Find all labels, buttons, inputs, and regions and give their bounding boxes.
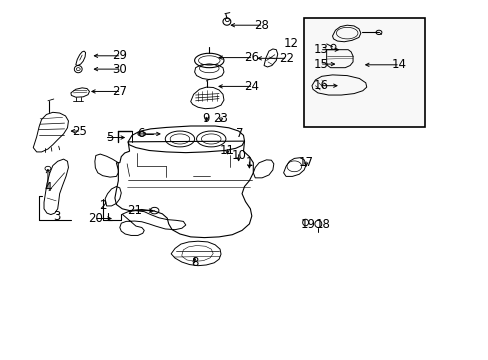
- Text: 7: 7: [235, 127, 243, 140]
- Text: 18: 18: [315, 218, 329, 231]
- Text: 3: 3: [53, 210, 61, 222]
- Text: 15: 15: [313, 58, 328, 71]
- Text: 13: 13: [313, 43, 328, 56]
- Text: 14: 14: [390, 58, 406, 71]
- Text: 6: 6: [137, 127, 144, 140]
- Text: 26: 26: [244, 51, 259, 64]
- Text: 21: 21: [126, 204, 142, 217]
- Text: 17: 17: [298, 156, 313, 169]
- Text: 5: 5: [106, 131, 113, 144]
- Text: 20: 20: [88, 212, 102, 225]
- Text: 1: 1: [245, 156, 253, 169]
- Text: 30: 30: [112, 63, 127, 76]
- Text: 11: 11: [220, 144, 234, 157]
- Text: 25: 25: [72, 125, 87, 138]
- Text: 12: 12: [283, 37, 298, 50]
- Text: 9: 9: [202, 112, 210, 125]
- Text: 4: 4: [44, 181, 52, 194]
- Text: 22: 22: [278, 52, 293, 65]
- Text: 27: 27: [112, 85, 127, 98]
- Text: 24: 24: [244, 80, 259, 93]
- Bar: [304, 18, 425, 127]
- Text: 23: 23: [213, 112, 228, 125]
- Text: 2: 2: [99, 199, 106, 212]
- Text: 19: 19: [300, 218, 315, 231]
- Text: 8: 8: [190, 256, 198, 269]
- Text: 28: 28: [254, 19, 268, 32]
- Text: 10: 10: [231, 149, 245, 162]
- Text: 29: 29: [112, 49, 127, 62]
- Text: 16: 16: [313, 79, 328, 92]
